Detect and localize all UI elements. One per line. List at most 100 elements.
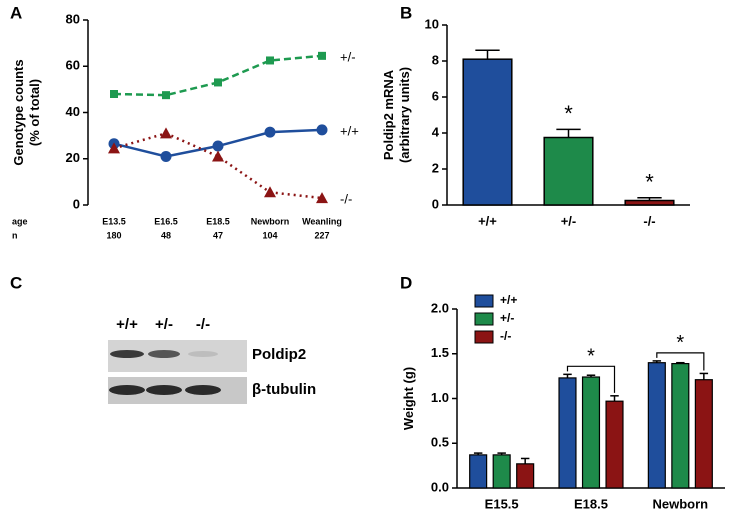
series-line (113, 131, 323, 200)
bar (558, 377, 577, 489)
series-line (113, 54, 323, 97)
blot-band (148, 350, 180, 358)
y-axis-label: Genotype counts(% of total) (11, 59, 42, 165)
marker (212, 140, 224, 152)
y-axis-label-line: (% of total) (27, 79, 42, 146)
marker (264, 126, 276, 138)
n-label: 47 (213, 230, 223, 240)
y-tick-label: 0.5 (431, 435, 449, 450)
y-axis-label-line: (arbitrary units) (397, 67, 412, 163)
x-tick-label: E15.5 (485, 496, 519, 511)
y-tick-label: 1.5 (431, 345, 449, 360)
lane-label: -/- (196, 316, 210, 333)
n-label: 227 (314, 230, 329, 240)
legend-swatch (474, 294, 494, 308)
series-label: -/- (340, 192, 352, 207)
n-label: 48 (161, 230, 171, 240)
y-tick-label: 6 (432, 88, 439, 103)
marker (318, 51, 326, 60)
y-axis-label-line: Weight (g) (401, 367, 416, 430)
blot-band (188, 351, 218, 357)
y-axis-label: Poldip2 mRNA(arbitrary units) (381, 67, 412, 163)
legend-swatch (474, 330, 494, 344)
y-tick-label: 80 (66, 11, 80, 26)
series-label: +/- (340, 49, 356, 64)
lane-label: +/+ (116, 316, 138, 333)
y-tick-label: 1.0 (431, 390, 449, 405)
bar (694, 379, 713, 489)
x-tick-label: -/- (643, 213, 655, 228)
bar (543, 136, 594, 206)
band-label: β-tubulin (252, 381, 316, 398)
band-label: Poldip2 (252, 346, 306, 363)
marker (316, 192, 328, 204)
bar (581, 376, 601, 489)
x-tick-label: Newborn (653, 496, 709, 511)
y-tick-label: 0.0 (431, 479, 449, 494)
x-tick-label: E18.5 (574, 496, 608, 511)
marker (160, 127, 172, 139)
lane-label: +/- (155, 316, 173, 333)
bar (462, 58, 513, 206)
x-tick-label: E16.5 (154, 216, 178, 226)
x-tick-label: +/+ (478, 213, 497, 228)
legend-label: -/- (500, 329, 511, 343)
series-label: +/+ (340, 123, 359, 138)
blot-band (146, 385, 182, 395)
y-tick-label: 0 (432, 196, 439, 211)
significance: * (676, 332, 684, 354)
bar (605, 400, 624, 489)
y-tick-label: 60 (66, 58, 80, 73)
y-tick-label: 0 (73, 196, 80, 211)
y-axis-label-line: Poldip2 mRNA (381, 69, 396, 160)
bar (671, 362, 690, 489)
significance: * (564, 101, 573, 126)
x-tick-label: E13.5 (102, 216, 126, 226)
bar (469, 454, 488, 489)
y-axis-label: Weight (g) (401, 367, 416, 430)
y-tick-label: 40 (66, 104, 80, 119)
y-tick-label: 20 (66, 150, 80, 165)
blot-panel: C +/+ +/- -/- Poldip2 β-tubulin (10, 273, 316, 404)
marker (160, 150, 172, 162)
blot-band (185, 385, 221, 395)
marker (108, 142, 120, 154)
marker (316, 124, 328, 136)
x-tick-label: Weanling (302, 216, 342, 226)
y-tick-label: 4 (432, 124, 440, 139)
significance: * (645, 170, 654, 195)
panel-letter: C (10, 273, 22, 292)
panel-letter: D (400, 273, 412, 292)
significance-bracket (656, 352, 705, 371)
y-tick-label: 10 (425, 16, 439, 31)
legend-swatch (474, 312, 494, 326)
x-tick-label: Newborn (251, 216, 290, 226)
bar (647, 362, 666, 489)
marker (214, 78, 222, 87)
panel-letter: B (400, 3, 412, 22)
marker (110, 90, 118, 98)
marker (162, 91, 170, 100)
legend-label: +/- (500, 311, 514, 325)
n-label: 180 (106, 230, 121, 240)
significance-bracket (566, 365, 616, 393)
y-tick-label: 2.0 (431, 300, 449, 315)
bar (492, 454, 511, 489)
y-tick-label: 8 (432, 52, 439, 67)
n-label: 104 (262, 230, 277, 240)
panel-letter: A (10, 3, 22, 22)
x-tick-label: +/- (561, 213, 577, 228)
y-axis-label-line: Genotype counts (11, 59, 26, 165)
y-tick-label: 2 (432, 160, 439, 175)
x-tick-label: E18.5 (206, 216, 230, 226)
marker (212, 150, 224, 162)
x-row-label: n (12, 230, 18, 240)
bar (624, 199, 675, 206)
blot-band (110, 350, 144, 358)
marker (264, 186, 276, 198)
marker (266, 56, 274, 65)
x-row-label: age (12, 216, 28, 226)
blot-band (109, 385, 145, 395)
legend-label: +/+ (500, 293, 517, 307)
